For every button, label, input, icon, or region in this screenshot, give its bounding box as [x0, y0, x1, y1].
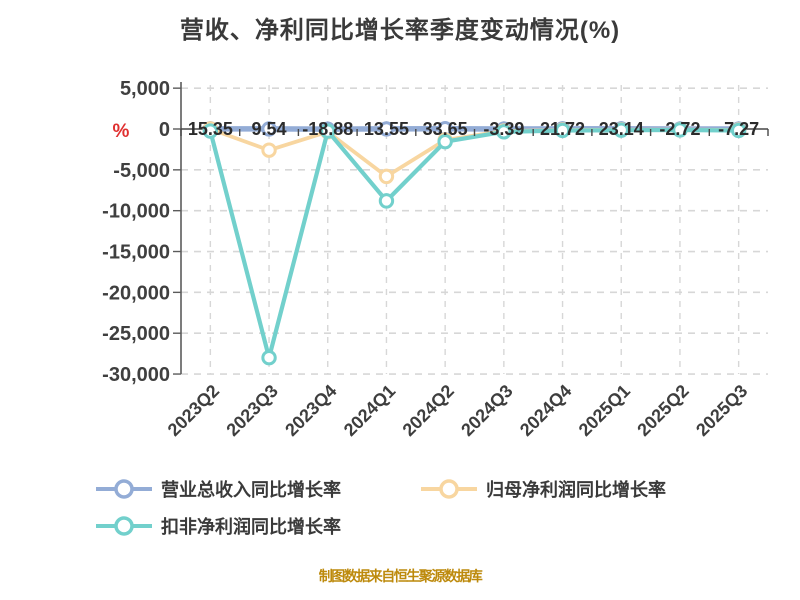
data-label: -3.39 — [483, 119, 524, 139]
data-point — [437, 133, 453, 150]
data-point — [378, 121, 395, 137]
y-axis-unit-percent: % — [113, 121, 130, 142]
y-axis-tick-label: -30,000 — [102, 364, 170, 386]
data-point — [672, 122, 688, 138]
data-point — [613, 122, 629, 138]
data-point — [378, 193, 395, 209]
data-point — [496, 124, 512, 140]
legend-row: 扣非净利润同比增长率 — [95, 507, 775, 544]
data-label: 33.65 — [423, 119, 468, 139]
data-point — [261, 121, 277, 137]
y-axis-tick-label: -15,000 — [102, 242, 170, 264]
legend-row: 营业总收入同比增长率 归母净利润同比增长率 — [95, 470, 775, 507]
legend-item-net-profit-yoy[interactable]: 归母净利润同比增长率 — [420, 476, 666, 502]
data-label: 13.55 — [364, 119, 409, 139]
data-label: 23.14 — [599, 119, 644, 139]
series-line-2 — [208, 127, 741, 360]
data-label: 9.54 — [252, 119, 287, 139]
data-label: -2.72 — [659, 119, 700, 139]
data-point — [378, 168, 395, 185]
chart-legend: 营业总收入同比增长率 归母净利润同比增长率 扣非净利润同比增长率 — [95, 470, 775, 544]
data-point — [320, 123, 336, 139]
data-label: -18.88 — [302, 119, 353, 139]
line-chart-plot: 5,000 0 -5,000 -10,000 -15,000 -20,000 -25,000… — [102, 78, 769, 440]
x-axis-label: 2023Q4 — [281, 381, 340, 440]
legend-label: 扣非净利润同比增长率 — [161, 516, 341, 537]
x-axis-label: 2024Q3 — [457, 381, 516, 440]
y-axis-tick-label: 0 — [159, 119, 170, 141]
x-axis-label: 2023Q3 — [222, 381, 281, 440]
legend-marker-line-icon — [421, 478, 477, 499]
legend-marker-line-icon — [96, 515, 152, 536]
data-point — [261, 350, 277, 366]
legend-item-total-revenue-yoy[interactable]: 营业总收入同比增长率 — [95, 476, 420, 502]
data-label: 15.35 — [188, 119, 233, 139]
x-axis-label: 2023Q2 — [164, 381, 223, 440]
legend-marker-line-icon — [96, 478, 152, 499]
legend-label: 营业总收入同比增长率 — [161, 479, 341, 500]
data-label: 21.72 — [540, 119, 585, 139]
x-axis-label: 2025Q2 — [633, 381, 692, 440]
y-axis-tick-label: -5,000 — [113, 160, 170, 182]
x-axis-label: 2025Q1 — [575, 381, 634, 440]
x-axis-label: 2024Q2 — [399, 381, 458, 440]
y-axis-tick-label: 5,000 — [120, 78, 170, 100]
y-axis-tick-label: -25,000 — [102, 323, 170, 345]
x-axis-label: 2025Q3 — [692, 381, 751, 440]
data-source-note: 制图数据来自恒生聚源数据库 — [318, 568, 483, 584]
y-axis-tick-label: -10,000 — [102, 201, 170, 223]
data-point — [554, 122, 571, 139]
legend-label: 归母净利润同比增长率 — [486, 479, 666, 500]
data-point — [202, 123, 219, 139]
chart-title: 营收、净利同比增长率季度变动情况(%) — [179, 17, 621, 44]
x-axis-label: 2024Q4 — [516, 381, 575, 440]
x-axis-label: 2024Q1 — [340, 381, 399, 440]
data-point — [730, 122, 747, 139]
y-axis-tick-label: -20,000 — [102, 282, 170, 304]
legend-item-deducted-net-profit-yoy[interactable]: 扣非净利润同比增长率 — [95, 513, 420, 539]
data-label: -7.27 — [718, 119, 759, 139]
data-point — [261, 142, 277, 158]
